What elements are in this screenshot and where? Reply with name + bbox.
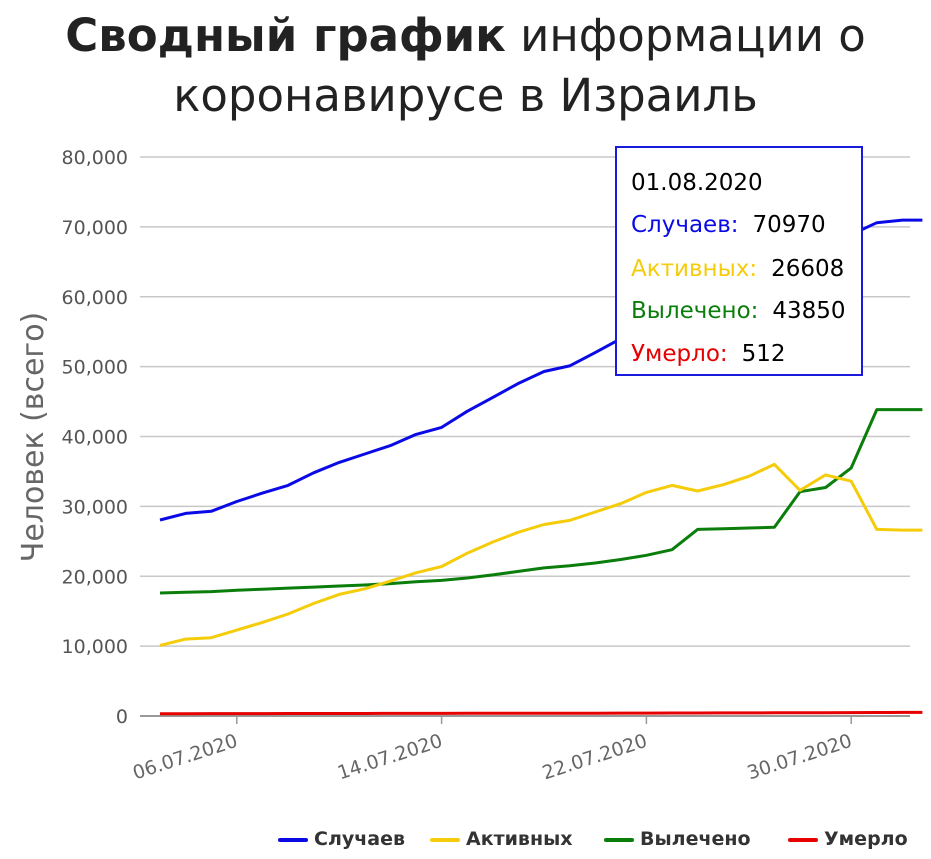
legend-item-active[interactable]: Активных — [430, 828, 573, 850]
tooltip-value: 26608 — [771, 256, 845, 282]
y-tick-labels: 0 10,000 20,000 30,000 40,000 50,000 60,000 70,… — [62, 147, 128, 728]
tooltip-date: 01.08.2020 — [631, 170, 763, 196]
series-line-3[interactable] — [160, 710, 923, 716]
x-tick-label: 14.07.2020 — [335, 730, 445, 785]
grid-lines — [140, 156, 910, 717]
y-tick-label: 40,000 — [62, 427, 128, 449]
series-lines[interactable] — [159, 218, 923, 716]
tooltip-value: 70970 — [752, 212, 826, 238]
y-tick-label: 80,000 — [62, 147, 128, 169]
y-tick-label: 0 — [116, 706, 128, 728]
tooltip-row-recovered: Вылечено: 43850 — [631, 298, 846, 324]
y-tick-label: 30,000 — [62, 496, 128, 518]
chart-title-rest: информации о коронавирусе в Израиль — [173, 9, 866, 122]
x-tick-label: 30.07.2020 — [744, 730, 854, 785]
legend-item-cases[interactable]: Случаев — [278, 828, 405, 850]
legend-label: Вылечено — [640, 828, 751, 850]
legend-label: Умерло — [824, 828, 908, 850]
chart-title-bold: Сводный график — [65, 9, 506, 62]
tooltip-value: 512 — [741, 341, 786, 367]
legend-swatch — [278, 837, 308, 842]
legend-swatch — [430, 837, 460, 842]
x-tick-label: 22.07.2020 — [540, 730, 650, 785]
tooltip-label: Умерло: — [631, 341, 728, 367]
tooltip-label: Активных: — [631, 256, 758, 282]
y-axis-label: Человек (всего) — [16, 312, 51, 563]
legend-label: Случаев — [314, 828, 406, 850]
legend-item-recovered[interactable]: Вылечено — [604, 828, 751, 850]
y-tick-label: 60,000 — [62, 287, 128, 309]
chart-title: Сводный график информации о коронавирусе… — [0, 6, 931, 126]
tooltip-label: Случаев: — [631, 212, 739, 238]
legend-swatch — [788, 837, 818, 842]
legend-swatch — [604, 837, 634, 842]
x-tick-label: 06.07.2020 — [130, 730, 240, 785]
x-tick-labels: 06.07.2020 14.07.2020 22.07.2020 30.07.2020 — [130, 716, 855, 784]
y-tick-label: 20,000 — [62, 566, 128, 588]
tooltip-value: 43850 — [772, 298, 846, 324]
tooltip-row-active: Активных: 26608 — [631, 256, 844, 282]
legend-label: Активных — [466, 828, 573, 850]
tooltip-row-cases: Случаев: 70970 — [631, 212, 826, 238]
legend-item-deaths[interactable]: Умерло — [788, 828, 908, 850]
y-tick-label: 10,000 — [62, 636, 128, 658]
tooltip: 01.08.2020 Случаев: 70970 Активных: 26608 … — [615, 146, 863, 376]
series-line-1[interactable] — [159, 462, 923, 647]
tooltip-row-deaths: Умерло: 512 — [631, 341, 786, 367]
y-tick-label: 50,000 — [62, 357, 128, 379]
tooltip-label: Вылечено: — [631, 298, 759, 324]
y-tick-label: 70,000 — [62, 217, 128, 239]
